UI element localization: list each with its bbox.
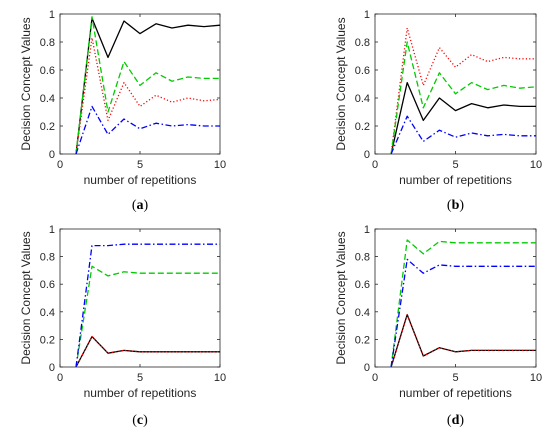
chart-panel: 0 5 10 0 0.2 0.4 0.6 0.8 1 number of repetitions D… xyxy=(19,224,226,428)
panel-label: (b) xyxy=(447,198,464,213)
x-axis-label: number of repetitions xyxy=(399,386,512,400)
y-axis-label: Decision Concept Values xyxy=(334,17,348,150)
y-tick-label: 1 xyxy=(364,9,370,21)
x-tick-label: 5 xyxy=(452,372,458,384)
y-tick-label: 0.6 xyxy=(355,65,370,77)
y-tick-label: 0.8 xyxy=(40,252,55,264)
plot-frame xyxy=(59,13,221,155)
y-tick-label: 0 xyxy=(364,362,370,374)
y-axis-label: Decision Concept Values xyxy=(334,231,348,364)
plot-frame xyxy=(374,13,537,155)
y-tick-label: 0.4 xyxy=(40,307,55,319)
series-line-3 xyxy=(75,16,220,155)
x-axis-label: number of repetitions xyxy=(399,173,512,187)
plot-frame xyxy=(59,228,221,368)
panel-label: (c) xyxy=(132,413,148,428)
y-tick-label: 0.4 xyxy=(40,93,55,105)
series-line-4 xyxy=(390,115,536,155)
x-tick-label: 0 xyxy=(57,159,63,171)
x-tick-label: 0 xyxy=(372,372,378,384)
y-tick-label: 1 xyxy=(49,9,55,21)
y-tick-label: 0 xyxy=(49,149,55,161)
y-tick-label: 0.4 xyxy=(355,93,370,105)
x-tick-label: 10 xyxy=(530,159,542,171)
series-line-1 xyxy=(390,81,536,155)
y-tick-label: 0.8 xyxy=(40,37,55,49)
x-tick-label: 5 xyxy=(452,159,458,171)
y-tick-label: 0 xyxy=(364,149,370,161)
series-line-4 xyxy=(75,243,220,368)
y-axis-label: Decision Concept Values xyxy=(19,231,33,364)
plot-frame xyxy=(374,228,537,368)
series-line-1 xyxy=(75,17,221,155)
series-line-2 xyxy=(390,27,536,155)
y-tick-label: 0.4 xyxy=(355,307,370,319)
y-tick-label: 0 xyxy=(49,362,55,374)
chart-panel: 0 5 10 0 0.2 0.4 0.6 0.8 1 number of repetitions D… xyxy=(19,9,226,213)
chart-panel: 0 5 10 0 0.2 0.4 0.6 0.8 1 number of repetitions D… xyxy=(334,9,542,213)
x-tick-label: 0 xyxy=(57,372,63,384)
y-tick-label: 0.2 xyxy=(355,121,370,133)
x-tick-label: 0 xyxy=(372,159,378,171)
series-line-4 xyxy=(390,258,536,368)
y-tick-label: 0.2 xyxy=(355,334,370,346)
y-tick-label: 1 xyxy=(49,224,55,236)
x-axis-label: number of repetitions xyxy=(84,173,197,187)
series-line-3 xyxy=(390,239,536,368)
y-tick-label: 1 xyxy=(364,224,370,236)
y-tick-label: 0.8 xyxy=(355,37,370,49)
y-tick-label: 0.2 xyxy=(40,121,55,133)
series-line-3 xyxy=(390,41,537,155)
x-tick-label: 10 xyxy=(214,372,226,384)
series-line-1 xyxy=(390,313,536,368)
y-tick-label: 0.2 xyxy=(40,334,55,346)
panel-label: (a) xyxy=(132,198,149,213)
x-tick-label: 10 xyxy=(530,372,542,384)
y-tick-label: 0.6 xyxy=(40,279,55,291)
x-tick-label: 5 xyxy=(137,159,143,171)
panel-label: (d) xyxy=(447,413,464,428)
chart-panel: 0 5 10 0 0.2 0.4 0.6 0.8 1 number of repetitions D… xyxy=(334,224,542,428)
x-axis-label: number of repetitions xyxy=(84,386,197,400)
series-line-4 xyxy=(75,105,220,155)
x-tick-label: 5 xyxy=(137,372,143,384)
series-line-3 xyxy=(75,265,220,368)
y-axis-label: Decision Concept Values xyxy=(19,17,33,150)
y-tick-label: 0.6 xyxy=(355,279,370,291)
y-tick-label: 0.6 xyxy=(40,65,55,77)
x-tick-label: 10 xyxy=(214,159,226,171)
series-line-1 xyxy=(75,335,220,368)
y-tick-label: 0.8 xyxy=(355,252,370,264)
